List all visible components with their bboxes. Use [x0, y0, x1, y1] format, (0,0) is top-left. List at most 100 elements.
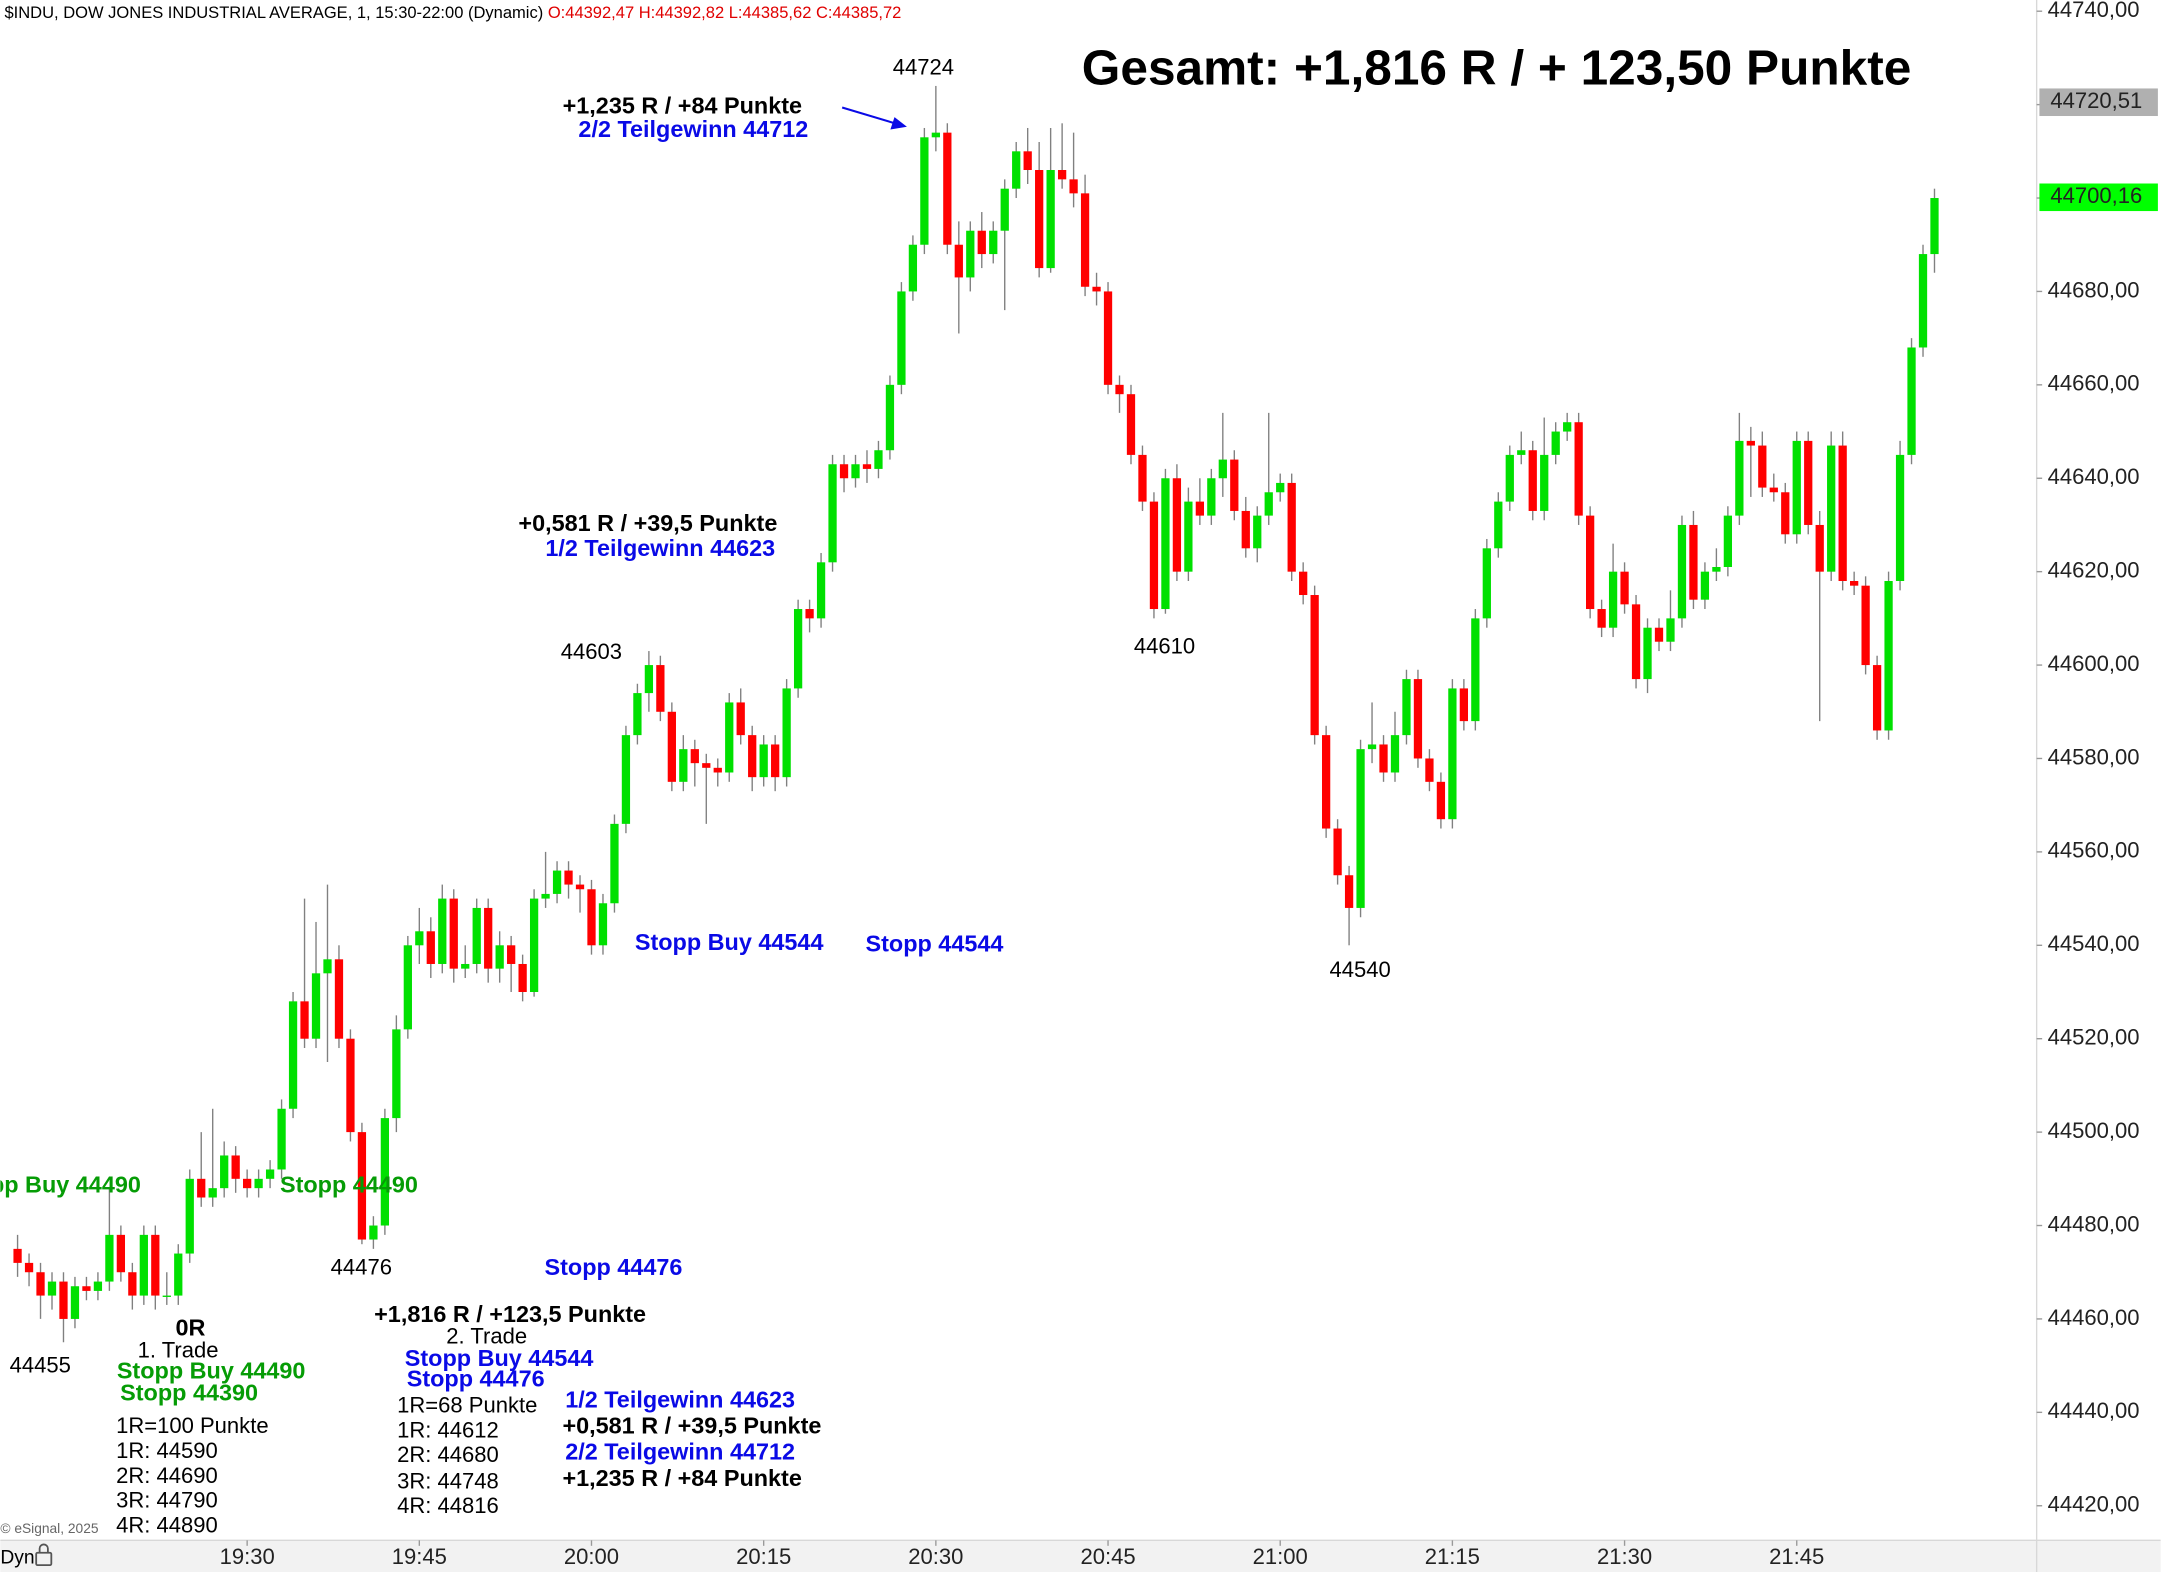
candle-body: [438, 898, 447, 964]
candle-body: [1597, 609, 1606, 628]
annotation: Stopp 44476: [407, 1366, 545, 1392]
lock-icon[interactable]: [35, 1543, 53, 1567]
candle-body: [380, 1118, 390, 1226]
candle-body: [1264, 492, 1273, 516]
candle-body: [1838, 445, 1847, 582]
candle-body: [1425, 758, 1434, 782]
annotation: 1R: 44612: [397, 1417, 499, 1442]
annotation: 1/2 Teilgewinn 44623: [545, 535, 775, 561]
candle-body: [1333, 828, 1342, 876]
annotation: Stopp Buy 44490: [0, 1171, 141, 1197]
candle-body: [1735, 440, 1744, 516]
candle-body: [461, 963, 470, 969]
y-tick-label: 44560,00: [2048, 838, 2140, 863]
candle-body: [644, 665, 654, 694]
candle-body: [587, 889, 596, 946]
candle-body: [575, 884, 585, 890]
candle-body: [1781, 492, 1790, 535]
candle-body: [771, 744, 780, 778]
candle-body: [1620, 571, 1629, 605]
candle-body: [1161, 478, 1170, 610]
header-ohlc: O:44392,47 H:44392,82 L:44385,62 C:44385…: [548, 3, 902, 22]
annotation: 0R: [176, 1315, 206, 1341]
candle-body: [1184, 501, 1193, 572]
candle-body: [1241, 510, 1250, 549]
candle-body: [989, 230, 998, 255]
candle-body: [311, 973, 321, 1039]
annotation: 2. Trade: [446, 1324, 527, 1349]
chart-title: Gesamt: +1,816 R / + 123,50 Punkte: [1082, 40, 1912, 96]
lock-shackle[interactable]: [38, 1543, 49, 1553]
x-tick-label: 21:30: [1597, 1544, 1652, 1569]
candle-body: [369, 1225, 378, 1240]
y-tick-label: 44520,00: [2048, 1025, 2140, 1050]
candle-body: [1436, 781, 1446, 820]
x-tick-label: 20:15: [736, 1544, 791, 1569]
price-marker: [2039, 88, 2158, 117]
candle-body: [105, 1234, 114, 1282]
candle-body: [139, 1234, 148, 1296]
candle-body: [208, 1188, 217, 1198]
annotation: 2/2 Teilgewinn 44712: [565, 1439, 795, 1465]
candle-body: [966, 230, 975, 278]
candle-body: [24, 1262, 34, 1273]
candle-body: [702, 763, 711, 768]
annotation: 44610: [1134, 633, 1195, 658]
candle-body: [116, 1234, 126, 1273]
candle-body: [197, 1178, 206, 1198]
candle-body: [1654, 627, 1664, 642]
annotation: 4R: 44890: [116, 1512, 218, 1537]
annotation: 1. Trade: [138, 1337, 219, 1362]
candle-body: [748, 735, 757, 778]
mode-label: Dyn: [0, 1547, 34, 1568]
candle-body: [151, 1234, 160, 1296]
candle-body: [1471, 618, 1480, 722]
candle-body: [1356, 749, 1365, 908]
candle-body: [1287, 482, 1296, 572]
candle-body: [346, 1038, 355, 1133]
candle-body: [82, 1286, 91, 1291]
candle-body: [621, 735, 631, 824]
annotation: 1R=100 Punkte: [116, 1413, 269, 1438]
candle-body: [1517, 450, 1526, 455]
candle-body: [288, 1001, 298, 1109]
candle-body: [1712, 566, 1721, 572]
y-tick-label: 44660,00: [2048, 371, 2140, 396]
candle-body: [1035, 170, 1044, 269]
axes: 44420,00 44440,00 44460,00 44480,00 44500,00…: [220, 0, 2158, 1569]
annotation: Stopp Buy 44544: [405, 1345, 594, 1371]
candle-body: [1872, 665, 1882, 731]
candle-body: [1448, 688, 1457, 820]
candle-body: [1115, 384, 1124, 395]
candle-body: [185, 1178, 194, 1254]
candle-body: [1884, 581, 1893, 731]
candle-body: [1046, 170, 1055, 269]
arrow: [841, 106, 898, 125]
candle-body: [1023, 151, 1032, 171]
candle-body: [908, 244, 918, 292]
annotation: 2R: 44680: [397, 1442, 499, 1467]
x-tick-label: 19:45: [392, 1544, 447, 1569]
candle-body: [1907, 347, 1916, 455]
candle-body: [1459, 688, 1469, 722]
candle-body: [1367, 744, 1377, 750]
lock-body[interactable]: [35, 1551, 53, 1567]
candle-body: [759, 744, 768, 778]
watermark: © eSignal, 2025: [0, 1521, 99, 1536]
candle-body: [713, 767, 722, 773]
candle-body: [656, 665, 665, 712]
candle-body: [1815, 524, 1824, 572]
annotation: Stopp Buy 44490: [117, 1357, 306, 1383]
candle-body: [1850, 581, 1859, 586]
annotation: +0,581 R / +39,5 Punkte: [562, 1413, 821, 1439]
candle-body: [931, 132, 940, 138]
candle-body: [725, 702, 734, 773]
candle-body: [1769, 487, 1778, 493]
candle-body: [254, 1178, 263, 1189]
candle-body: [1413, 679, 1423, 759]
candle-body: [1758, 445, 1767, 488]
x-tick-label: 20:00: [564, 1544, 619, 1569]
y-tick-label: 44540,00: [2048, 931, 2140, 956]
candle-body: [1218, 459, 1227, 479]
